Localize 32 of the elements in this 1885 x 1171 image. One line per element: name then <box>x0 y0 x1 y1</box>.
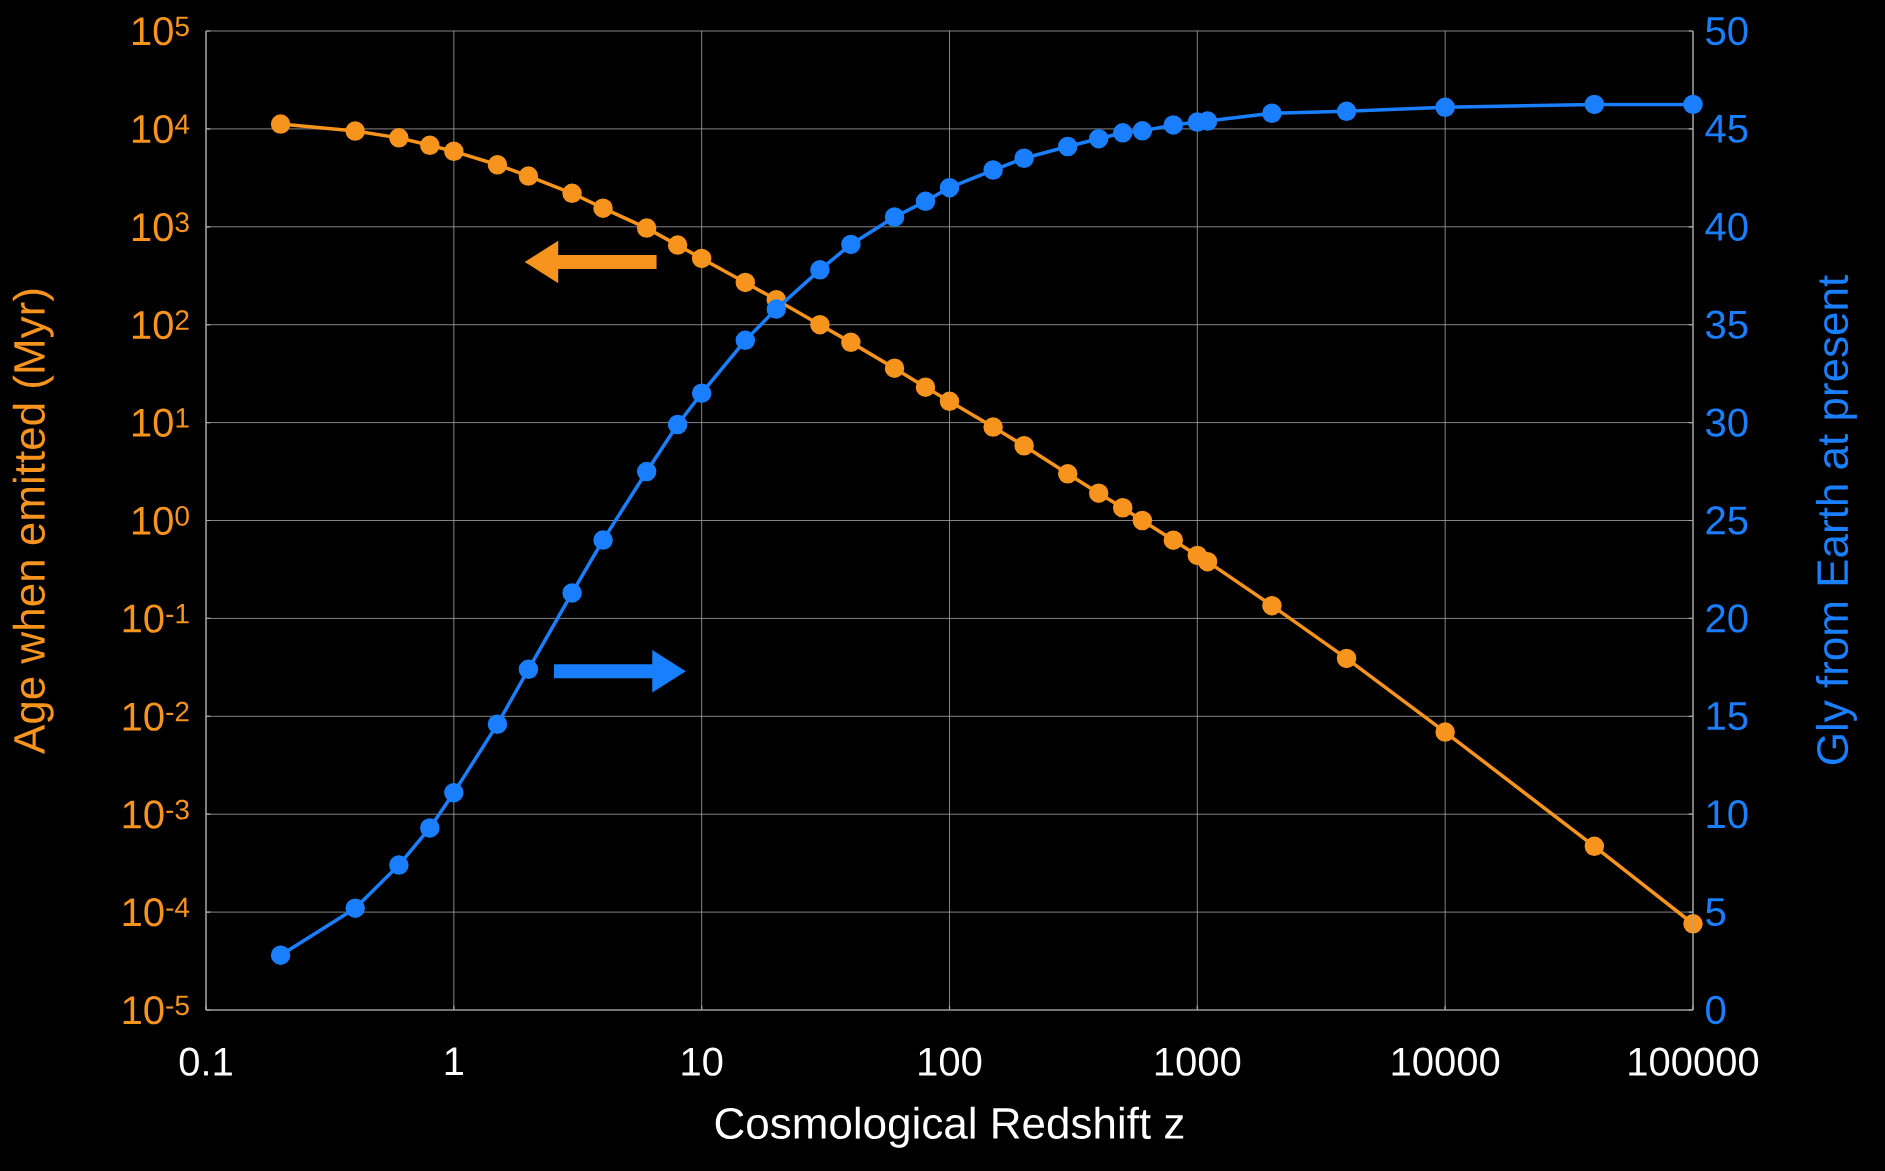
y2-tick-label: 35 <box>1706 310 1748 339</box>
y2-tick-label: 45 <box>1705 114 1748 143</box>
y-axis-title: Age when emitted (Myr) <box>12 289 54 754</box>
x-tick-label: 100 <box>919 1047 982 1076</box>
x-tick-label: 10000 <box>1392 1047 1500 1076</box>
y-tick-label: 10$^{-1}$ <box>123 604 189 633</box>
y2-tick-label: 5 <box>1706 898 1726 927</box>
y2-tick-label: 30 <box>1706 408 1748 437</box>
y-tick-label: 10$^{-2}$ <box>123 701 189 731</box>
y2-tick-label: 15 <box>1707 702 1748 731</box>
y-tick-label: 10$^{-5}$ <box>123 995 189 1025</box>
y-tick-label: 10$^{-4}$ <box>123 897 190 927</box>
y-tick-label: 10$^{0}$ <box>132 506 189 535</box>
x-tick-label: 0.1 <box>179 1047 232 1076</box>
x-tick-label: 10 <box>682 1047 723 1076</box>
y2-tick-label: 40 <box>1705 212 1748 241</box>
x-tick-label: 1 <box>445 1047 463 1076</box>
x-tick-label: 100000 <box>1629 1047 1759 1076</box>
x-axis-title: Cosmological Redshift z <box>715 1106 1184 1148</box>
y2-tick-label: 0 <box>1706 995 1726 1025</box>
y2-tick-label: 10 <box>1707 800 1748 829</box>
y-tick-label: 10$^{-3}$ <box>123 799 189 829</box>
y2-tick-label: 20 <box>1706 604 1748 633</box>
y-tick-label: 10$^{1}$ <box>132 408 189 437</box>
y-tick-label: 10$^{5}$ <box>132 16 189 46</box>
y2-axis-title: Gly from Earth at present <box>1815 275 1857 765</box>
x-tick-label: 1000 <box>1155 1047 1241 1076</box>
y2-tick-label: 50 <box>1706 16 1748 46</box>
y-tick-label: 10$^{4}$ <box>132 114 190 144</box>
y-tick-label: 10$^{2}$ <box>132 310 189 340</box>
y2-tick-label: 25 <box>1706 506 1748 535</box>
y-tick-label: 10$^{3}$ <box>132 212 189 242</box>
